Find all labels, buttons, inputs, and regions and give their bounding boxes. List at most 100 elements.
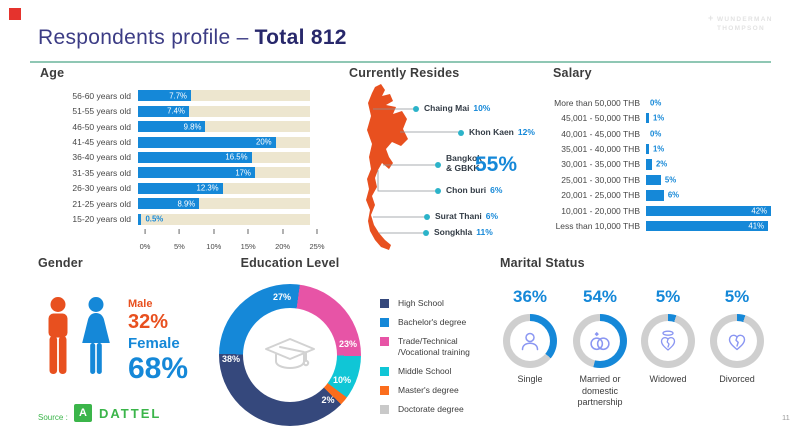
age-row: 46-50 years old 9.8% xyxy=(40,119,310,134)
age-row: 51-55 years old 7.4% xyxy=(40,103,310,118)
source-label: Source : xyxy=(38,413,68,422)
married-label: Married or domestic partnership xyxy=(577,374,623,407)
red-marker-square xyxy=(9,8,21,20)
age-category-label: 56-60 years old xyxy=(72,90,131,101)
donut-label: 10% xyxy=(332,375,352,385)
age-bar-track: 9.8% xyxy=(138,121,310,133)
salary-bar-value: 6% xyxy=(667,190,680,200)
age-bar-track: 17% xyxy=(138,167,310,179)
salary-bar: 41% xyxy=(646,220,769,232)
age-bar-value: 7.7% xyxy=(169,91,187,101)
age-bar: 8.9% xyxy=(138,198,200,210)
widowed-label: Widowed xyxy=(649,374,687,384)
age-bar-track: 12.3% xyxy=(138,182,310,194)
salary-bar: 42% xyxy=(646,205,771,217)
thailand-map xyxy=(366,84,464,250)
age-bar-value: 12.3% xyxy=(196,183,219,193)
salary-category-label: 40,001 - 45,000 THB xyxy=(561,128,640,139)
legend-item: High School xyxy=(380,298,482,309)
broken-heart-icon xyxy=(728,334,746,351)
widowed-gauge xyxy=(641,314,695,368)
widowed-heart-icon xyxy=(660,330,676,351)
salary-category-label: 30,001 - 35,000 THB xyxy=(561,159,640,170)
dattel-logo-icon: A xyxy=(74,404,92,422)
male-percentage: 32% xyxy=(128,311,169,333)
male-icon xyxy=(48,297,68,374)
salary-bar-value: 2% xyxy=(655,159,668,169)
salary-row: 25,001 - 30,000 THB 5% xyxy=(550,172,771,187)
age-row: 21-25 years old 8.9% xyxy=(40,196,310,211)
salary-section-title: Salary xyxy=(553,66,592,80)
salary-bar-value: 1% xyxy=(652,144,665,154)
legend-item: Master's degree xyxy=(380,385,482,396)
logo-line-2: THOMPSON xyxy=(717,25,765,32)
salary-bar: 1% xyxy=(646,112,664,124)
donut-label: 2% xyxy=(321,395,335,405)
age-bar-track: 8.9% xyxy=(138,198,310,210)
female-percentage: 68% xyxy=(128,352,189,385)
age-bar: 0.5% xyxy=(138,213,163,225)
graduation-cap-icon xyxy=(265,338,315,369)
age-row: 31-35 years old 17% xyxy=(40,165,310,180)
thailand-silhouette xyxy=(366,84,408,250)
education-donut-chart: 38% 27% 23% 10% 2% xyxy=(219,284,361,426)
wedding-rings-icon xyxy=(590,331,610,351)
resides-section-title: Currently Resides xyxy=(349,66,460,80)
axis-tick: 15% xyxy=(241,229,256,254)
age-bar-track: 7.4% xyxy=(138,105,310,117)
salary-bar-value: 0% xyxy=(650,98,662,108)
age-bar-value: 20% xyxy=(255,137,272,147)
salary-row: 35,001 - 40,000 THB 1% xyxy=(550,141,771,156)
divorced-label: Divorced xyxy=(719,374,755,384)
salary-bar: 5% xyxy=(646,174,676,186)
axis-tick: 0% xyxy=(140,229,150,254)
legend-item: Middle School xyxy=(380,366,482,377)
salary-bar-value: 0% xyxy=(650,129,662,139)
age-bar: 16.5% xyxy=(138,151,252,163)
age-x-axis: 0% 5% 10% 15% 20% 25% xyxy=(140,229,325,251)
age-bar: 17% xyxy=(138,167,255,179)
age-bar-value: 8.9% xyxy=(177,199,196,209)
salary-bar: 6% xyxy=(646,190,679,201)
legend-item: Trade/Technical /Vocational training xyxy=(380,336,482,357)
legend-swatch xyxy=(380,404,389,414)
salary-row: 20,001 - 25,000 THB 6% xyxy=(550,188,771,203)
plus-icon: + xyxy=(708,13,714,23)
salary-category-label: 10,001 - 20,000 THB xyxy=(561,205,640,216)
married-gauge xyxy=(573,314,627,368)
age-bar: 7.4% xyxy=(138,105,189,117)
salary-row: More than 50,000 THB 0% xyxy=(550,95,771,110)
salary-category-label: 20,001 - 25,000 THB xyxy=(561,190,640,201)
salary-bar-value: 5% xyxy=(664,175,677,185)
age-category-label: 26-30 years old xyxy=(72,183,131,194)
salary-category-label: 35,001 - 40,000 THB xyxy=(561,144,640,155)
salary-row: 10,001 - 20,000 THB 42% xyxy=(550,203,771,218)
city-label-khon-kaen: Khon Kaen 12% xyxy=(469,127,535,137)
age-category-label: 21-25 years old xyxy=(72,198,131,209)
axis-tick: 10% xyxy=(206,229,221,254)
gender-stats: Male 32% Female 68% xyxy=(128,299,188,384)
donut-label: 38% xyxy=(221,354,241,364)
age-category-label: 31-35 years old xyxy=(72,167,131,178)
city-label-surat-thani: Surat Thani 6% xyxy=(435,211,499,221)
age-bar-track: 20% xyxy=(138,136,310,148)
married-percentage: 54% xyxy=(582,287,618,306)
page-number: 11 xyxy=(782,413,790,422)
female-label: Female xyxy=(128,335,180,352)
age-bar: 12.3% xyxy=(138,182,223,194)
donut-hole xyxy=(243,308,337,402)
resides-map-panel: Chaing Mai 10% Khon Kaen 12% Bangkok & GBK… xyxy=(345,60,575,265)
legend-swatch xyxy=(380,385,389,395)
salary-category-label: Less than 10,000 THB xyxy=(555,221,640,232)
age-bar-track: 7.7% xyxy=(138,90,310,102)
education-section-title: Education Level xyxy=(240,256,340,270)
age-category-label: 46-50 years old xyxy=(72,121,131,132)
age-bar-track: 16.5% xyxy=(138,151,310,163)
donut-label: 23% xyxy=(338,339,358,349)
age-row: 56-60 years old 7.7% xyxy=(40,88,310,103)
salary-bar-value: 1% xyxy=(652,113,665,123)
legend-item: Doctorate degree xyxy=(380,404,482,415)
salary-category-label: 45,001 - 50,000 THB xyxy=(561,113,640,124)
age-row: 15-20 years old 0.5% xyxy=(40,212,310,227)
person-icon xyxy=(521,332,539,351)
